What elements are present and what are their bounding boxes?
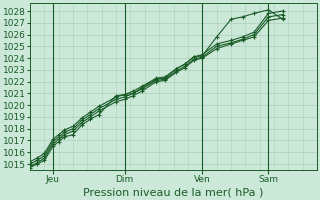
X-axis label: Pression niveau de la mer( hPa ): Pression niveau de la mer( hPa ) [84, 187, 264, 197]
